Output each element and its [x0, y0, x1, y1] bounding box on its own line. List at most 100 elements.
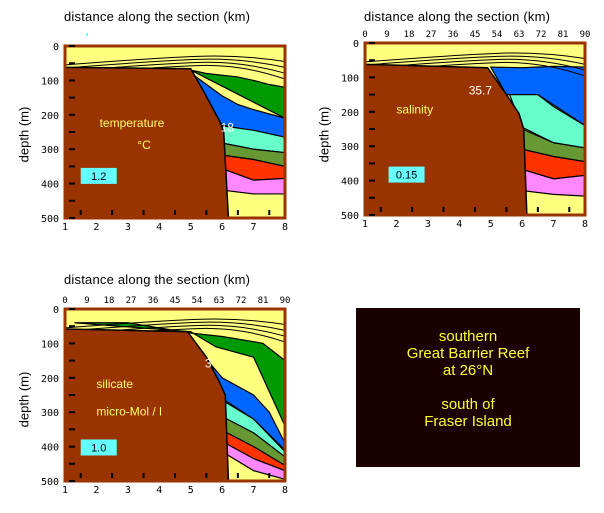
- top-km-tick-label: 9: [384, 30, 389, 40]
- temperature-svg: temperature °C 18 1.2 1 2 3 4 5 6 7 8 0 100 200 300 400 5…: [41, 42, 288, 233]
- top-km-tick-label: 72: [536, 30, 547, 40]
- y-tick-label: 300: [341, 142, 359, 153]
- y-tick-label: 100: [41, 76, 59, 87]
- top-km-tick-label: 63: [514, 30, 525, 40]
- info-line: south of: [441, 396, 495, 413]
- y-tick-label: 100: [41, 339, 59, 350]
- y-tick-label: 200: [41, 111, 59, 122]
- top-km-tick-label: 54: [192, 296, 203, 306]
- info-block-2: south of Fraser Island: [356, 396, 580, 430]
- top-km-tick-label: 45: [470, 30, 481, 40]
- p2-title: distance along the section (km): [364, 9, 551, 24]
- contour-interval-box: [80, 439, 117, 456]
- p1-marker: [86, 33, 88, 36]
- x-tick-label: 4: [156, 222, 162, 233]
- y-tick-label: 0: [53, 305, 59, 316]
- y-tick-label: 200: [341, 108, 359, 119]
- unit-label: micro-Mol / l: [96, 405, 161, 419]
- contour-line: [64, 321, 286, 332]
- x-tick-label: 4: [156, 485, 162, 496]
- top-km-tick-label: 18: [104, 296, 115, 306]
- unit-label: °C: [137, 138, 151, 152]
- info-block-1: southern Great Barrier Reef at 26°N: [356, 328, 580, 379]
- salinity-panel: salinity 35.7 0.15 1 2 3 4 5 6 7 8 0 100 200 300 400 500…: [341, 30, 590, 230]
- p3-ylabel: depth (m): [16, 371, 32, 428]
- top-km-tick-label: 0: [362, 30, 367, 40]
- p3-title: distance along the section (km): [64, 272, 251, 287]
- top-km-tick-label: 36: [448, 30, 459, 40]
- top-km-tick-label: 0: [62, 296, 67, 306]
- x-tick-label: 6: [519, 219, 525, 230]
- x-tick-label: 6: [219, 485, 225, 496]
- x-tick-label: 8: [582, 219, 588, 230]
- top-km-tick-label: 81: [258, 296, 269, 306]
- plot-frame: [63, 44, 287, 220]
- contour-interval-value: 0.15: [396, 170, 417, 182]
- p1-title: distance along the section (km): [64, 9, 251, 24]
- contour-line: [64, 55, 286, 66]
- top-km-tick-label: 27: [426, 30, 437, 40]
- y-tick-label: 300: [41, 145, 59, 156]
- y-tick-label: 300: [41, 408, 59, 419]
- y-tick-label: 400: [341, 177, 359, 188]
- contour-interval-box: [80, 167, 117, 184]
- top-km-tick-label: 45: [170, 296, 181, 306]
- contour-interval-value: 1.2: [91, 171, 106, 183]
- x-tick-label: 8: [282, 485, 288, 496]
- top-km-tick-label: 27: [126, 296, 137, 306]
- contour-line: [364, 58, 586, 71]
- x-tick-label: 3: [425, 219, 431, 230]
- x-tick-label: 7: [551, 219, 557, 230]
- x-tick-label: 5: [188, 222, 194, 233]
- y-tick-label: 0: [353, 39, 359, 50]
- x-tick-label: 2: [393, 219, 399, 230]
- silicate-panel: silicate micro-Mol / l 3 1.0 1 2 3 4 5 6 7 8 0 100 200…: [41, 296, 290, 496]
- variable-label: temperature: [100, 116, 165, 130]
- y-tick-label: 0: [53, 42, 59, 53]
- variable-label: salinity: [396, 103, 433, 117]
- y-tick-label: 500: [41, 477, 59, 488]
- y-tick-label: 100: [341, 73, 359, 84]
- top-km-tick-label: 90: [580, 30, 591, 40]
- contour-line: [364, 52, 586, 63]
- x-tick-label: 3: [125, 222, 131, 233]
- info-line: Fraser Island: [424, 413, 512, 430]
- x-tick-label: 5: [188, 485, 194, 496]
- plot-frame: [363, 41, 587, 217]
- top-km-tick-label: 81: [558, 30, 569, 40]
- top-km-tick-label: 18: [404, 30, 415, 40]
- p2-ylabel: depth (m): [316, 106, 332, 163]
- top-km-tick-label: 54: [492, 30, 503, 40]
- x-tick-label: 2: [93, 222, 99, 233]
- top-km-tick-label: 72: [236, 296, 247, 306]
- variable-label: silicate: [96, 377, 133, 391]
- x-tick-label: 8: [282, 222, 288, 233]
- location-info-box: southern Great Barrier Reef at 26°N sout…: [356, 308, 580, 467]
- x-tick-label: 4: [456, 219, 462, 230]
- top-km-tick-label: 9: [84, 296, 89, 306]
- p1-ylabel: depth (m): [16, 106, 32, 163]
- y-tick-label: 500: [41, 214, 59, 225]
- x-tick-label: 1: [62, 222, 68, 233]
- y-tick-label: 200: [41, 374, 59, 385]
- contour-line: [64, 58, 286, 69]
- top-km-tick-label: 90: [280, 296, 291, 306]
- temperature-panel: temperature °C 18 1.2 1 2 3 4 5 6 7 8 0 100 200 300 400 5…: [41, 42, 288, 233]
- contour-line: [364, 55, 586, 66]
- contour-value-label: 35.7: [469, 84, 493, 98]
- x-tick-label: 1: [362, 219, 368, 230]
- contour-value-label: 18: [221, 120, 235, 134]
- contour-interval-box: [388, 166, 425, 183]
- top-km-tick-label: 36: [148, 296, 159, 306]
- info-line: Great Barrier Reef: [406, 345, 530, 362]
- y-tick-label: 400: [41, 180, 59, 191]
- contour-interval-value: 1.0: [91, 442, 106, 454]
- x-tick-label: 6: [219, 222, 225, 233]
- x-tick-label: 1: [62, 485, 68, 496]
- plot-frame: [63, 307, 287, 483]
- y-tick-label: 400: [41, 443, 59, 454]
- x-tick-label: 7: [251, 485, 257, 496]
- x-tick-label: 3: [125, 485, 131, 496]
